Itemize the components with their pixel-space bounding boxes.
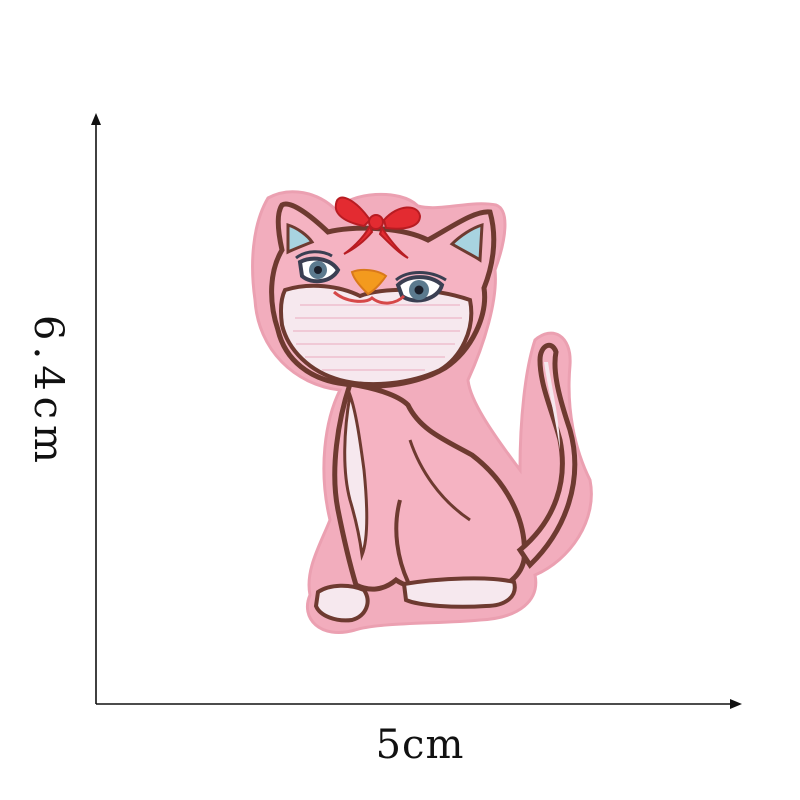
tail-stripe (544, 362, 560, 450)
cat-chest (343, 389, 369, 561)
width-dimension-label: 5cm (375, 722, 465, 768)
left-ear-inner (286, 222, 315, 255)
hind-paw (401, 576, 517, 609)
cat-mouth (332, 290, 406, 305)
dimension-axes (91, 113, 742, 709)
cat-embroidered-patch (251, 190, 593, 634)
front-paw (313, 583, 370, 623)
cat-nose (350, 268, 388, 296)
body-shading-line (408, 439, 471, 522)
vertical-axis-arrow (91, 113, 101, 125)
cat-muzzle (279, 283, 474, 387)
left-eye (295, 250, 341, 284)
right-eye (395, 271, 447, 303)
muzzle-stitch-texture (293, 304, 462, 371)
horizontal-axis-arrow (730, 699, 742, 709)
height-dimension-label: 6.4cm (25, 315, 71, 469)
red-bow-icon (334, 196, 422, 259)
right-ear-inner (449, 222, 484, 263)
hind-leg (394, 499, 410, 583)
cat-tail (516, 342, 578, 569)
